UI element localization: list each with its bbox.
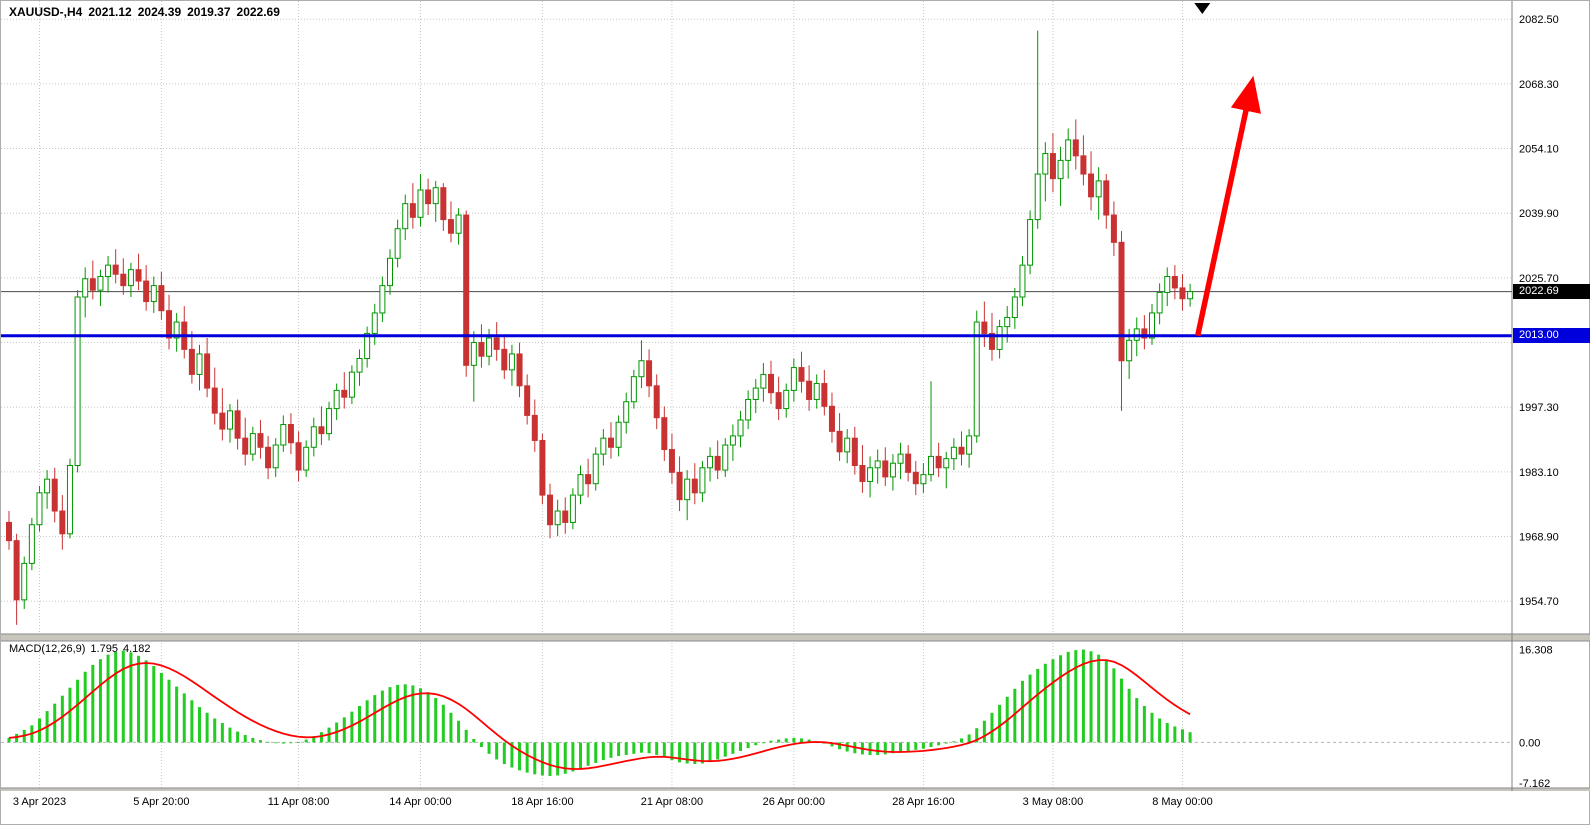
macd-name: MACD(12,26,9) <box>9 643 86 655</box>
svg-text:18 Apr 16:00: 18 Apr 16:00 <box>511 796 573 808</box>
trend-arrow[interactable] <box>1195 75 1261 337</box>
close-value: 2022.69 <box>236 5 280 19</box>
time-axis[interactable]: 3 Apr 2023 5 Apr 20:00 11 Apr 08:00 14 Apr … <box>13 796 1213 808</box>
high-value: 2024.39 <box>137 5 182 19</box>
open-value: 2021.12 <box>88 5 132 19</box>
svg-text:-7.162: -7.162 <box>1519 778 1550 790</box>
svg-text:2054.10: 2054.10 <box>1519 144 1559 156</box>
svg-text:5 Apr 20:00: 5 Apr 20:00 <box>133 796 189 808</box>
svg-text:3 Apr 2023: 3 Apr 2023 <box>13 796 66 808</box>
shift-marker-icon <box>1194 3 1211 14</box>
svg-text:1954.70: 1954.70 <box>1519 596 1559 608</box>
svg-text:0.00: 0.00 <box>1519 737 1540 749</box>
svg-text:1968.90: 1968.90 <box>1519 532 1559 544</box>
svg-text:26 Apr 00:00: 26 Apr 00:00 <box>763 796 825 808</box>
macd-signal-value: 4.182 <box>122 643 151 655</box>
macd-pane <box>1 649 1512 777</box>
svg-text:1997.30: 1997.30 <box>1519 402 1559 414</box>
svg-text:3 May 08:00: 3 May 08:00 <box>1023 796 1084 808</box>
svg-text:21 Apr 08:00: 21 Apr 08:00 <box>641 796 703 808</box>
svg-text:28 Apr 16:00: 28 Apr 16:00 <box>892 796 954 808</box>
macd-signal-line <box>8 659 1191 770</box>
macd-indicator-label: MACD(12,26,9) 1.795 4.182 <box>9 643 155 655</box>
low-value: 2019.37 <box>187 5 231 19</box>
price-axis[interactable]: 2082.50 2068.30 2054.10 2039.90 2025.70 1997.… <box>1519 14 1559 790</box>
svg-text:1983.10: 1983.10 <box>1519 467 1559 479</box>
support-price-tag: 2013.00 <box>1513 328 1590 344</box>
symbol-timeframe-label: XAUUSD-,H4 <box>9 5 83 19</box>
macd-histogram <box>7 649 1192 777</box>
svg-text:2082.50: 2082.50 <box>1519 14 1559 26</box>
symbol-ohlc-readout: XAUUSD-,H4 2021.12 2024.39 2019.37 2022.69 <box>9 5 286 19</box>
svg-text:2068.30: 2068.30 <box>1519 79 1559 91</box>
macd-main-value: 1.795 <box>90 643 118 655</box>
time-axis-splitter <box>1 788 1590 791</box>
pane-splitter[interactable] <box>1 634 1590 641</box>
current-price-tag: 2022.69 <box>1513 284 1590 300</box>
svg-text:11 Apr 08:00: 11 Apr 08:00 <box>268 796 330 808</box>
svg-text:2039.90: 2039.90 <box>1519 208 1559 220</box>
svg-text:2025.70: 2025.70 <box>1519 273 1559 285</box>
candles-layer <box>6 30 1194 625</box>
svg-text:14 Apr 00:00: 14 Apr 00:00 <box>389 796 451 808</box>
svg-text:8 May 00:00: 8 May 00:00 <box>1152 796 1213 808</box>
svg-text:16.308: 16.308 <box>1519 645 1553 657</box>
